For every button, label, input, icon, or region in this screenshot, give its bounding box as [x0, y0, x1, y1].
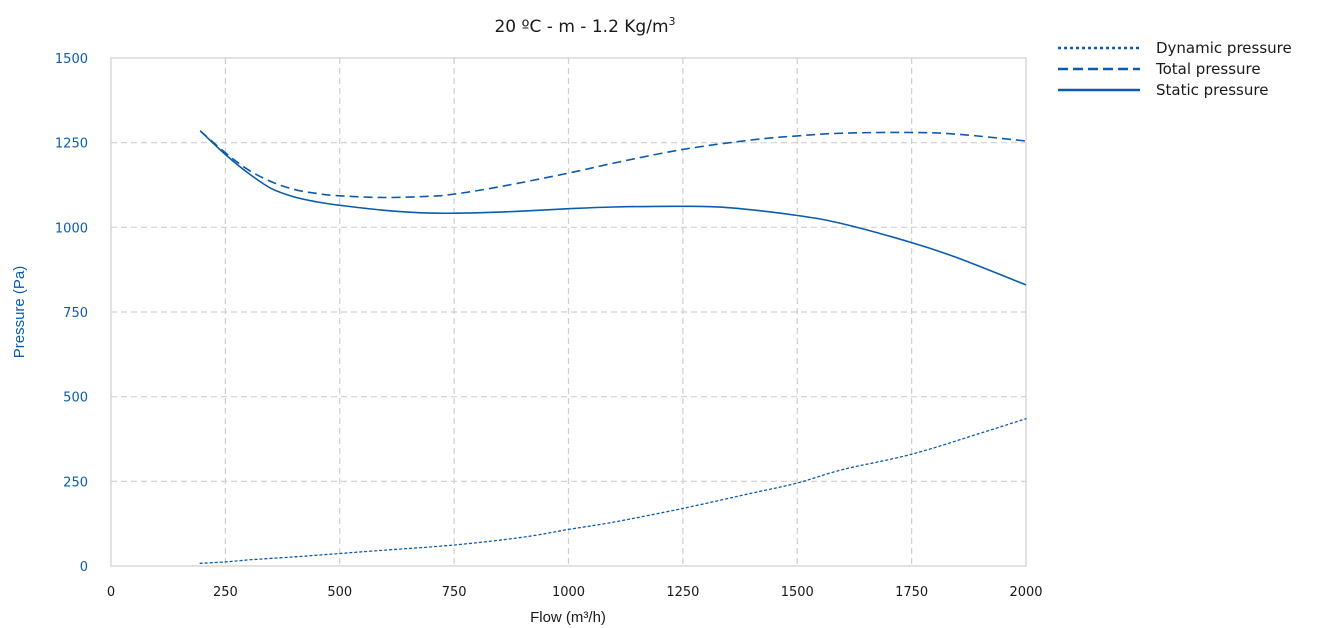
y-tick-label: 0 — [80, 560, 88, 575]
x-tick-label: 250 — [213, 585, 238, 600]
legend: Dynamic pressure Total pressure Static pre… — [1058, 39, 1292, 99]
dynamic-pressure-line — [199, 418, 1027, 564]
x-tick-label: 2000 — [1009, 585, 1042, 600]
grid — [111, 58, 1026, 566]
x-axis-ticks: 0 250 500 750 1000 1250 1500 1750 2000 — [107, 585, 1043, 600]
total-pressure-line — [199, 130, 1027, 199]
y-tick-label: 1250 — [55, 137, 88, 152]
x-tick-label: 0 — [107, 585, 115, 600]
plot-frame — [110, 57, 1027, 567]
y-tick-label: 1500 — [55, 52, 88, 67]
x-tick-label: 1500 — [781, 585, 814, 600]
y-tick-label: 750 — [63, 306, 88, 321]
chart-title: 20 ºC - m - 1.2 Kg/m3 — [494, 15, 675, 37]
legend-label-total-pressure: Total pressure — [1155, 60, 1261, 78]
x-tick-label: 1000 — [552, 585, 585, 600]
x-tick-label: 500 — [327, 585, 352, 600]
x-tick-label: 1250 — [666, 585, 699, 600]
series-lines — [199, 130, 1027, 564]
y-tick-label: 1000 — [55, 221, 88, 236]
legend-label-dynamic-pressure: Dynamic pressure — [1156, 39, 1292, 57]
legend-label-static-pressure: Static pressure — [1156, 81, 1268, 99]
static-pressure-line — [199, 130, 1027, 286]
x-tick-label: 750 — [442, 585, 467, 600]
y-axis-ticks: 0 250 500 750 1000 1250 1500 — [55, 52, 88, 575]
y-axis-label: Pressure (Pa) — [11, 266, 28, 359]
x-tick-label: 1750 — [895, 585, 928, 600]
y-tick-label: 500 — [63, 391, 88, 406]
y-tick-label: 250 — [63, 475, 88, 490]
x-axis-label: Flow (m³/h) — [530, 609, 606, 626]
